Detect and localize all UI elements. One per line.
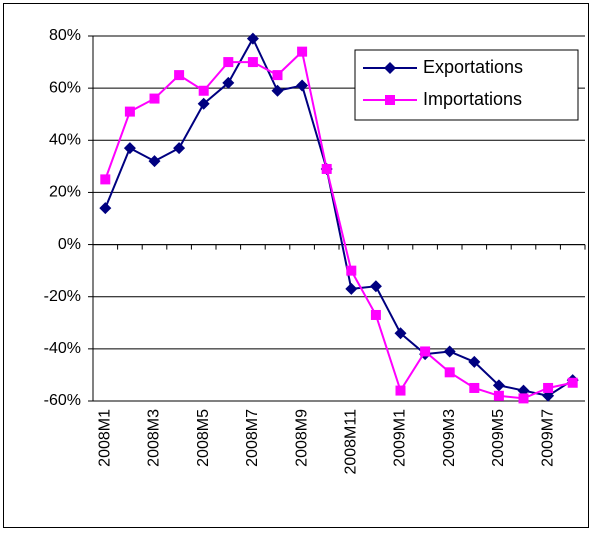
data-point <box>345 282 358 295</box>
legend-marker <box>384 62 396 74</box>
data-point <box>492 379 505 392</box>
y-tick-label: 0% <box>58 236 81 253</box>
data-point <box>123 142 136 155</box>
legend-marker <box>385 95 395 105</box>
x-tick-label: 2009M3 <box>441 409 458 467</box>
data-point <box>296 79 309 92</box>
data-point <box>149 93 160 104</box>
y-tick-label: -40% <box>44 340 81 357</box>
data-point <box>99 202 112 215</box>
data-point <box>493 390 504 401</box>
x-tick-label: 2009M5 <box>490 409 507 467</box>
data-point <box>420 346 431 357</box>
y-tick-label: 60% <box>49 79 81 96</box>
data-point <box>468 355 481 368</box>
data-point <box>346 265 357 276</box>
x-tick-label: 2008M7 <box>244 409 261 467</box>
data-point <box>246 32 259 45</box>
x-tick-label: 2008M5 <box>195 409 212 467</box>
x-tick-label: 2009M7 <box>539 409 556 467</box>
data-point <box>543 382 554 393</box>
data-point <box>567 377 578 388</box>
y-tick-label: 40% <box>49 132 81 149</box>
y-tick-label: 20% <box>49 184 81 201</box>
data-point <box>297 46 308 57</box>
data-point <box>271 84 284 97</box>
data-point <box>370 309 381 320</box>
legend-label: Exportations <box>423 57 523 77</box>
data-point <box>518 393 529 404</box>
data-point <box>247 57 258 68</box>
x-tick-label: 2009M1 <box>392 409 409 467</box>
x-tick-label: 2008M3 <box>146 409 163 467</box>
data-point <box>198 85 209 96</box>
x-tick-label: 2008M11 <box>343 409 360 475</box>
data-point <box>174 70 185 81</box>
data-point <box>148 155 161 168</box>
legend-label: Importations <box>423 89 522 109</box>
data-point <box>469 382 480 393</box>
data-point <box>272 70 283 81</box>
data-point <box>124 106 135 117</box>
data-point <box>173 142 186 155</box>
series-line <box>104 36 574 397</box>
data-point <box>223 57 234 68</box>
data-point <box>321 163 332 174</box>
x-tick-label: 2008M1 <box>97 409 114 467</box>
y-tick-label: -60% <box>44 392 81 409</box>
data-point <box>222 76 235 89</box>
data-point <box>394 327 407 340</box>
data-point <box>443 345 456 358</box>
data-point <box>369 280 382 293</box>
x-tick-label: 2008M9 <box>293 409 310 467</box>
data-point <box>444 367 455 378</box>
y-tick-label: -20% <box>44 288 81 305</box>
data-point <box>395 385 406 396</box>
y-tick-label: 80% <box>49 27 81 44</box>
legend-box <box>354 49 579 121</box>
data-point <box>100 174 111 185</box>
data-point <box>197 97 210 110</box>
